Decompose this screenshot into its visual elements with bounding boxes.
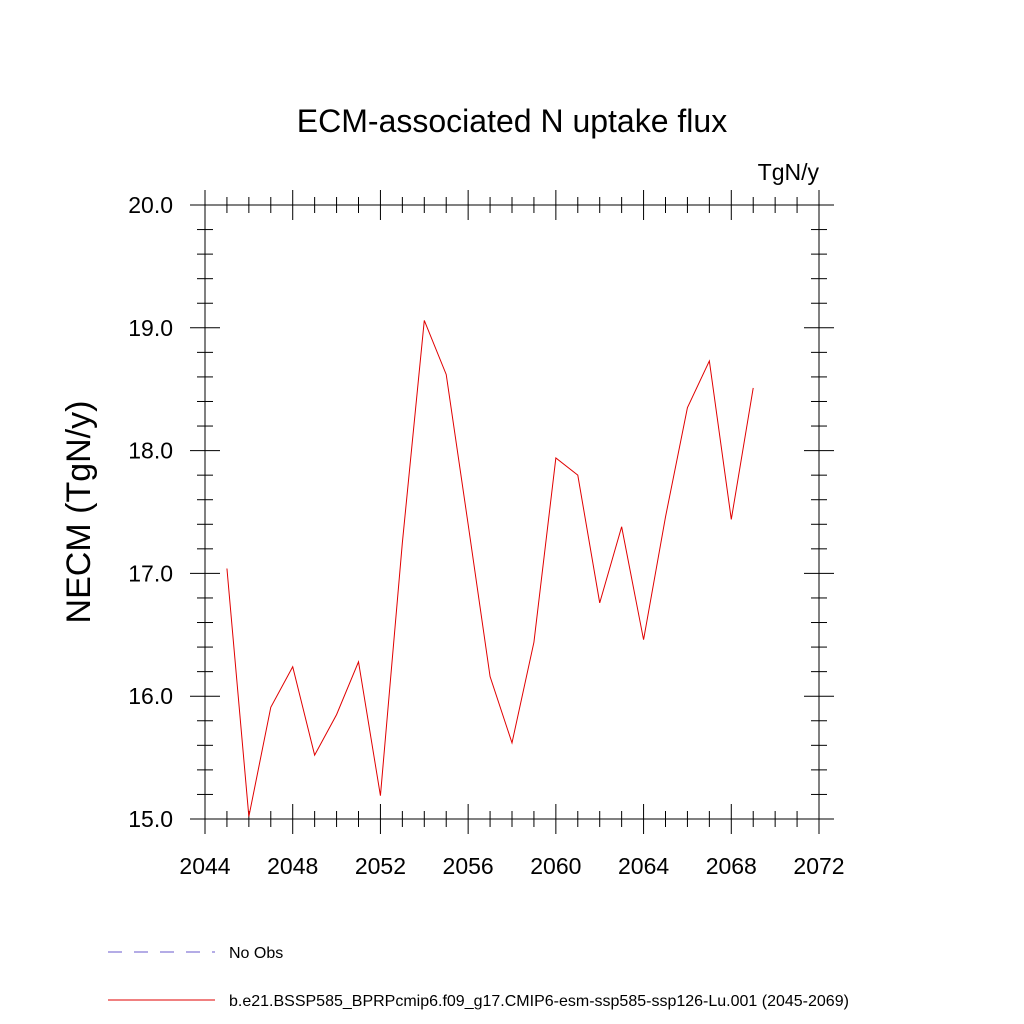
y-tick-label: 16.0 bbox=[128, 683, 173, 709]
tick-labels: 2044 2048 2052 2056 2060 2064 2068 2072 15.0 16.0… bbox=[128, 192, 844, 879]
x-tick-label: 2064 bbox=[618, 853, 669, 879]
legend-label: b.e21.BSSP585_BPRPcmip6.f09_g17.CMIP6-es… bbox=[229, 993, 849, 1010]
x-tick-label: 2068 bbox=[706, 853, 757, 879]
x-tick-label: 2060 bbox=[530, 853, 581, 879]
y-tick-label: 15.0 bbox=[128, 806, 173, 832]
legend: No Obs b.e21.BSSP585_BPRPcmip6.f09_g17.CM… bbox=[108, 945, 849, 1010]
x-tick-label: 2072 bbox=[793, 853, 844, 879]
legend-label: No Obs bbox=[229, 945, 283, 962]
units-label: TgN/y bbox=[758, 159, 820, 185]
chart-title: ECM-associated N uptake flux bbox=[297, 103, 727, 139]
y-tick-label: 20.0 bbox=[128, 192, 173, 218]
y-tick-label: 19.0 bbox=[128, 315, 173, 341]
x-tick-label: 2052 bbox=[355, 853, 406, 879]
y-tick-label: 17.0 bbox=[128, 560, 173, 586]
x-tick-label: 2056 bbox=[443, 853, 494, 879]
series-lines bbox=[226, 320, 754, 817]
x-tick-label: 2048 bbox=[267, 853, 318, 879]
x-tick-label: 2044 bbox=[179, 853, 230, 879]
plot-frame bbox=[204, 204, 820, 820]
y-tick-label: 18.0 bbox=[128, 438, 173, 464]
axis-ticks bbox=[190, 190, 834, 834]
y-axis-label: NECM (TgN/y) bbox=[60, 401, 98, 624]
series-line bbox=[226, 320, 754, 817]
